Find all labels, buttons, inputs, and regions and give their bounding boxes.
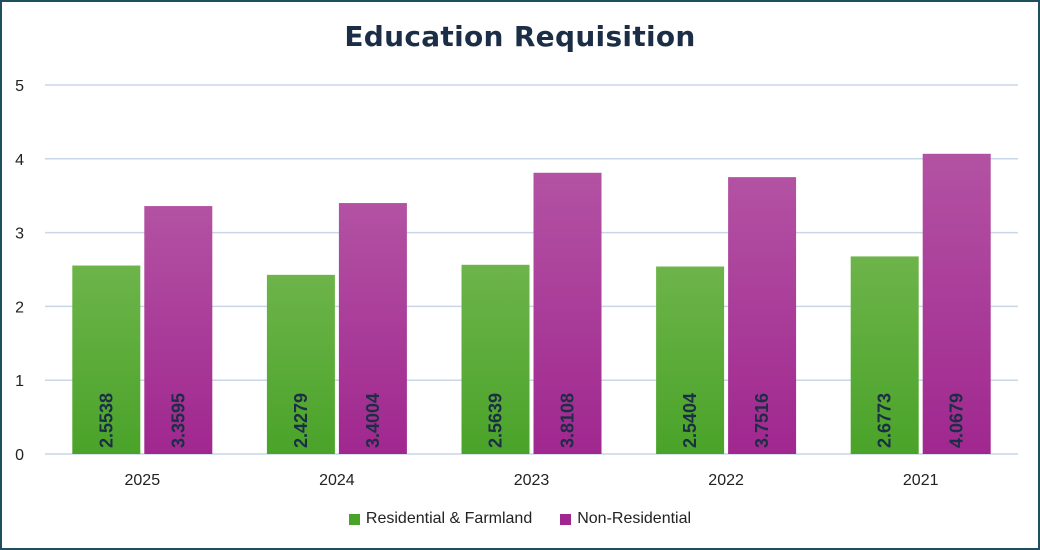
bar-residential-2024 <box>266 274 335 454</box>
bar-non-residential-2025 <box>144 206 213 454</box>
data-label: 3.8108 <box>558 393 578 448</box>
data-label: 4.0679 <box>947 393 967 448</box>
bar-residential-2022 <box>656 266 725 454</box>
legend: Residential & Farmland Non-Residential <box>2 510 1038 528</box>
legend-item-residential: Residential & Farmland <box>348 510 533 528</box>
y-tick-label: 0 <box>15 447 24 464</box>
y-tick-label: 1 <box>15 373 24 390</box>
data-label: 3.4004 <box>363 393 383 448</box>
bar-residential-2025 <box>72 265 141 454</box>
data-label: 2.6773 <box>875 393 895 448</box>
legend-swatch-residential <box>348 513 360 525</box>
x-tick-label: 2022 <box>708 472 744 489</box>
y-tick-label: 3 <box>15 226 24 243</box>
data-label: 2.5639 <box>486 393 506 448</box>
legend-label-residential: Residential & Farmland <box>365 510 533 527</box>
legend-swatch-non-residential <box>560 513 572 525</box>
bar-non-residential-2024 <box>338 203 407 454</box>
legend-label-non-residential: Non-Residential <box>577 510 692 527</box>
y-tick-label: 5 <box>15 78 24 95</box>
x-tick-label: 2024 <box>319 472 355 489</box>
bar-non-residential-2022 <box>728 177 797 454</box>
data-label: 3.3595 <box>168 393 188 448</box>
bar-residential-2023 <box>461 264 530 454</box>
data-label: 3.7516 <box>752 393 772 448</box>
x-tick-label: 2021 <box>903 472 939 489</box>
y-tick-label: 2 <box>15 299 24 316</box>
bar-non-residential-2021 <box>922 153 991 454</box>
bar-non-residential-2023 <box>533 172 602 455</box>
x-tick-label: 2023 <box>514 472 550 489</box>
data-label: 2.5404 <box>680 393 700 448</box>
data-label: 2.4279 <box>291 393 311 448</box>
legend-item-non-residential: Non-Residential <box>560 510 691 528</box>
chart-title: Education Requisition <box>344 20 696 53</box>
y-tick-label: 4 <box>15 152 24 169</box>
x-tick-label: 2025 <box>125 472 161 489</box>
bar-residential-2021 <box>850 256 919 454</box>
data-label: 2.5538 <box>96 393 116 448</box>
